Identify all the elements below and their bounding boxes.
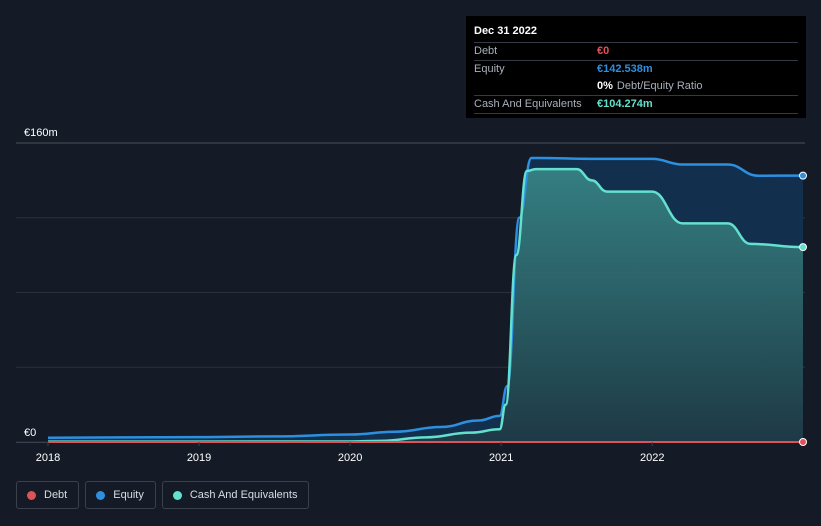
tooltip-cash-value: €104.274m — [597, 98, 653, 110]
debt-end-marker — [799, 438, 807, 446]
cash-end-marker — [799, 243, 807, 252]
tooltip-equity-label: Equity — [474, 63, 505, 75]
legend-label-equity: Equity — [113, 489, 144, 501]
tooltip-cash-row: Cash And Equivalents €104.274m — [474, 96, 798, 114]
legend-item-cash[interactable]: Cash And Equivalents — [161, 481, 310, 509]
x-tick-label: 2018 — [36, 452, 60, 464]
x-tick-label: 2021 — [489, 452, 513, 464]
x-tick-label: 2019 — [187, 452, 211, 464]
legend-item-debt[interactable]: Debt — [16, 481, 80, 509]
legend: Debt Equity Cash And Equivalents — [16, 481, 310, 509]
legend-label-debt: Debt — [44, 489, 68, 501]
debt-dot-icon — [27, 490, 36, 500]
tooltip-ratio-row: 0% Debt/Equity Ratio — [474, 78, 798, 96]
tooltip-cash-label: Cash And Equivalents — [474, 98, 582, 110]
tooltip-debt-value: €0 — [597, 45, 610, 57]
cash-area — [48, 169, 803, 442]
x-tick-label: 2022 — [640, 452, 664, 464]
tooltip-equity-value: €142.538m — [597, 63, 653, 75]
tooltip-date: Dec 31 2022 — [474, 22, 798, 43]
tooltip-ratio-value: 0% — [597, 80, 613, 92]
equity-dot-icon — [96, 490, 106, 500]
legend-label-cash: Cash And Equivalents — [189, 489, 298, 501]
x-tick-label: 2020 — [338, 452, 362, 464]
tooltip-ratio-label: Debt/Equity Ratio — [616, 80, 703, 92]
tooltip-debt-label: Debt — [474, 45, 498, 57]
legend-item-equity[interactable]: Equity — [85, 481, 156, 509]
y-axis-bottom-label: €0 — [24, 427, 36, 439]
y-axis-top-label: €160m — [24, 127, 58, 139]
cash-dot-icon — [172, 490, 182, 500]
equity-end-marker — [799, 171, 807, 180]
tooltip-equity-row: Equity €142.538m — [474, 61, 798, 78]
tooltip: Dec 31 2022 Debt €0 Equity €142.538m 0% … — [466, 16, 806, 118]
tooltip-debt-row: Debt €0 — [474, 43, 798, 61]
